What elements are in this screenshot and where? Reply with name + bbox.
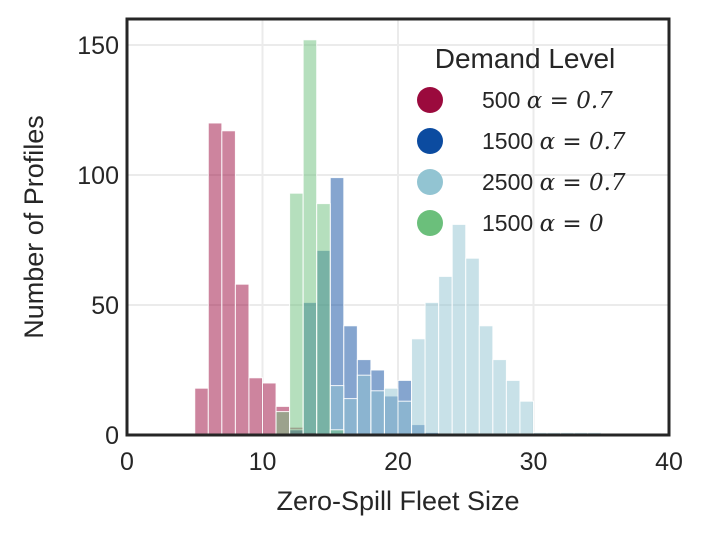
histogram-bar	[519, 400, 535, 436]
histogram-bar	[221, 130, 236, 436]
series-3	[329, 223, 602, 436]
histogram-bar	[234, 283, 250, 436]
histogram-bar	[207, 122, 223, 436]
histogram-bar	[451, 223, 467, 436]
series-1	[194, 122, 318, 436]
histogram-bar	[424, 301, 440, 436]
x-tick-label: 0	[120, 448, 134, 476]
bars-layer	[194, 39, 602, 436]
histogram-bar	[438, 275, 453, 436]
histogram-bar	[356, 374, 372, 436]
legend-marker	[417, 128, 443, 154]
histogram-bar	[302, 39, 318, 436]
legend-label: 1500 α = 0	[482, 210, 604, 237]
histogram-bar	[505, 379, 521, 436]
histogram-bar	[411, 338, 426, 436]
y-tick-label: 150	[77, 32, 119, 60]
x-axis-label: Zero-Spill Fleet Size	[276, 486, 519, 516]
x-tick-label: 20	[384, 448, 412, 476]
legend-title: Demand Level	[435, 43, 616, 74]
x-tick-label: 30	[520, 448, 548, 476]
legend-marker	[417, 169, 443, 195]
legend-label: 1500 α = 0.7	[482, 128, 626, 155]
y-tick-label: 50	[91, 292, 119, 320]
series-4	[275, 39, 345, 436]
legend-label: 2500 α = 0.7	[482, 169, 626, 196]
histogram-bar	[383, 387, 399, 436]
legend: Demand Level 500 α = 0.7 1500 α = 0.7 2500…	[417, 43, 626, 237]
histogram-bar	[492, 359, 507, 436]
histogram-bar	[343, 398, 358, 436]
histogram-bar	[316, 203, 331, 436]
histogram-bar	[194, 387, 209, 436]
histogram-bar	[465, 257, 480, 436]
histogram-bar	[478, 325, 494, 436]
histogram-bar	[370, 390, 385, 436]
legend-label: 500 α = 0.7	[482, 87, 613, 114]
x-tick-label: 40	[655, 448, 683, 476]
y-axis-label: Number of Profiles	[19, 115, 49, 339]
plot-frame	[125, 17, 671, 437]
y-tick-label: 0	[105, 422, 119, 450]
legend-entries: 500 α = 0.7 1500 α = 0.7 2500 α = 0.7 1500 …	[417, 87, 626, 237]
histogram-bar	[397, 400, 413, 436]
legend-marker	[417, 210, 443, 236]
x-tick-label: 10	[249, 448, 277, 476]
histogram-bar	[262, 382, 277, 436]
histogram-bar	[329, 385, 345, 436]
histogram-bar	[289, 192, 304, 436]
histogram-bar	[275, 411, 291, 436]
y-tick-label: 100	[77, 162, 119, 190]
histogram-bar	[248, 377, 263, 436]
tick-layer: 0 10 20 30 40 0 50 100 150	[77, 32, 683, 476]
legend-marker	[417, 87, 443, 113]
